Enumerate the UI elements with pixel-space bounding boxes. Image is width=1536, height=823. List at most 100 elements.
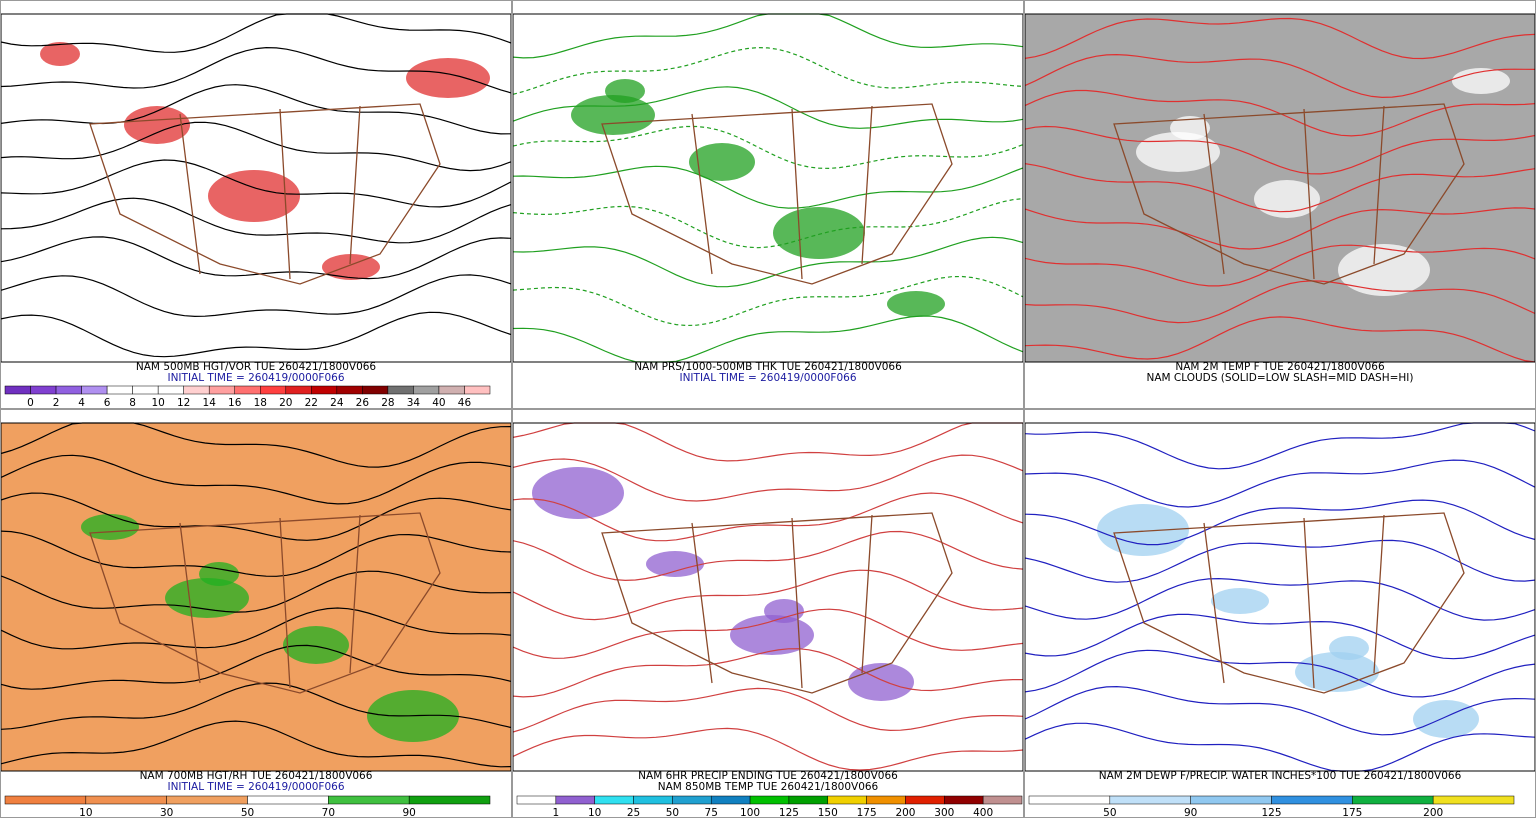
contour [0,607,512,650]
contour [512,608,1024,659]
colorbar-segment [438,385,465,395]
colorbar-segment [85,795,167,805]
colorbar-segment [247,795,329,805]
contour [1024,280,1536,324]
colorbar-label: 18 [254,397,267,409]
colorbar-label: 25 [627,807,640,819]
colorbar-label: 200 [1423,807,1443,819]
caption: NAM 2M TEMP F TUE 260421/1800V066 [1175,361,1385,373]
colorbar-label: 10 [151,397,164,409]
caption: INITIAL TIME = 260419/0000F066 [679,372,856,384]
contour [1024,459,1536,508]
contour [0,46,512,94]
contour [1024,685,1536,736]
colorbar-label: 4 [78,397,85,409]
map-area [513,14,1023,362]
borders [1113,103,1465,285]
colorbar-segment [1271,795,1353,805]
shaded-area [322,254,380,280]
contour [1024,722,1536,772]
colorbar-segment [672,795,712,805]
caption: NAM 2M DEWP F/PRECIP. WATER INCHES*100 T… [1099,770,1462,782]
contour [0,236,512,280]
contour [512,275,1024,327]
shaded-area [730,615,814,655]
colorbar-label: 20 [279,397,292,409]
colorbar-label: 70 [322,807,335,819]
shaded-area [124,106,190,144]
caption: INITIAL TIME = 260419/0000F066 [167,781,344,793]
colorbar-segment [183,385,210,395]
contour [512,687,1024,733]
colorbar-label: 150 [818,807,838,819]
caption: NAM 700MB HGT/RH TUE 260421/1800V066 [140,770,373,782]
colorbar-label: 300 [934,807,954,819]
colorbar-segment [285,385,312,395]
colorbar-segment [1190,795,1272,805]
contour [0,720,512,768]
contour [1024,316,1536,363]
colorbar-segment [944,795,984,805]
contour [512,569,1024,621]
colorbar-segment [328,795,410,805]
panel-frame [0,0,512,409]
colorbar-segment [555,795,595,805]
colorbar-segment [1432,795,1515,805]
colorbar-segment [788,795,829,805]
colorbar-segment [866,795,906,805]
contour [0,121,512,172]
colorbar-label: 10 [79,807,92,819]
colorbar-segment [982,795,1023,805]
contour [1024,613,1536,660]
colorbar-label: 10 [588,807,601,819]
colorbar-label: 14 [203,397,217,409]
colorbar-segment [166,795,248,805]
colorbar-segment [594,795,634,805]
contour [512,454,1024,502]
contour [0,197,512,244]
colorbar-segment [81,385,108,395]
shaded-area [283,626,349,664]
colorbar-segment [408,795,491,805]
contour [1024,17,1536,60]
caption: INITIAL TIME = 260419/0000F066 [167,372,344,384]
colorbar-segment [362,385,389,395]
shaded-area [571,95,655,135]
contour [0,454,512,505]
contour [0,530,512,577]
contour [512,492,1024,542]
colorbar-segment [1109,795,1191,805]
borders [601,103,953,285]
colorbar-segment [30,385,57,395]
shaded-area [406,58,490,98]
colorbar-label: 200 [895,807,915,819]
contour [0,84,512,135]
colorbar-label: 75 [705,807,718,819]
colorbar-label: 40 [432,397,445,409]
colorbar-label: 50 [1103,807,1116,819]
contour [1024,577,1536,621]
contour [0,311,512,358]
colorbar-segment [516,795,557,805]
colorbar-label: 8 [129,397,136,409]
contour [512,165,1024,209]
borders [89,103,441,285]
colorbar-segment [132,385,159,395]
shaded-area [1338,244,1430,296]
contour [0,682,512,730]
colorbar-label: 400 [973,807,993,819]
colorbar-segment [157,385,184,395]
colorbar-segment [336,385,363,395]
panel-frame [0,409,512,818]
contour [1024,53,1536,99]
colorbar-segment [464,385,491,395]
caption: NAM 6HR PRECIP ENDING TUE 260421/1800V06… [638,770,898,782]
contour [1024,539,1536,583]
shaded-area [1413,700,1479,738]
shaded-area [81,514,139,540]
colorbar-segment [208,385,235,395]
contour [1024,499,1536,546]
contour [1024,163,1536,213]
colorbar-label: 6 [104,397,111,409]
colorbar-label: 12 [177,397,190,409]
